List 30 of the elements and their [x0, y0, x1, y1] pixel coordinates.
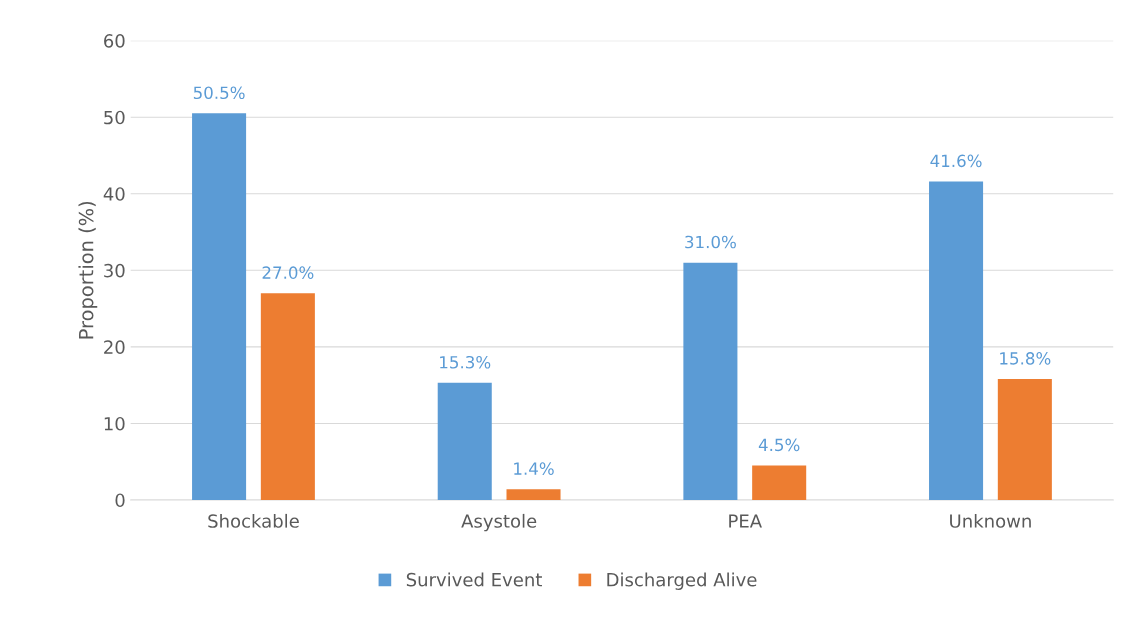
y-tick-label: 30 — [104, 263, 125, 278]
data-label: 41.6% — [930, 154, 982, 168]
y-tick-label: 60 — [104, 34, 125, 48]
x-tick-label: Shockable — [208, 513, 299, 528]
bar — [506, 489, 561, 500]
y-tick-label: 0 — [115, 493, 125, 508]
bar — [192, 113, 247, 500]
bar — [260, 293, 315, 500]
bar — [929, 181, 984, 500]
data-label: 1.4% — [514, 462, 554, 475]
y-tick-label: 20 — [104, 340, 125, 354]
x-tick-label: PEA — [729, 514, 762, 528]
legend-label: Discharged Alive — [607, 572, 757, 590]
y-tick-label: 10 — [104, 416, 125, 431]
y-axis-title: Proportion (%) — [78, 201, 98, 339]
bar — [997, 379, 1052, 500]
data-label: 15.3% — [440, 355, 491, 369]
bar — [437, 382, 492, 500]
data-label: 15.8% — [1000, 352, 1051, 365]
data-label: 4.5% — [758, 438, 800, 452]
x-tick-label: Unknown — [950, 513, 1031, 528]
data-label: 31.0% — [685, 235, 736, 249]
data-label: 27.0% — [262, 266, 314, 279]
data-label: 50.5% — [193, 86, 245, 100]
bar — [752, 465, 807, 500]
x-tick-label: Asystole — [461, 513, 537, 532]
y-tick-label: 50 — [104, 110, 125, 125]
bar — [683, 262, 738, 500]
legend-label: Survived Event — [406, 572, 542, 587]
y-tick-label: 40 — [103, 187, 125, 201]
